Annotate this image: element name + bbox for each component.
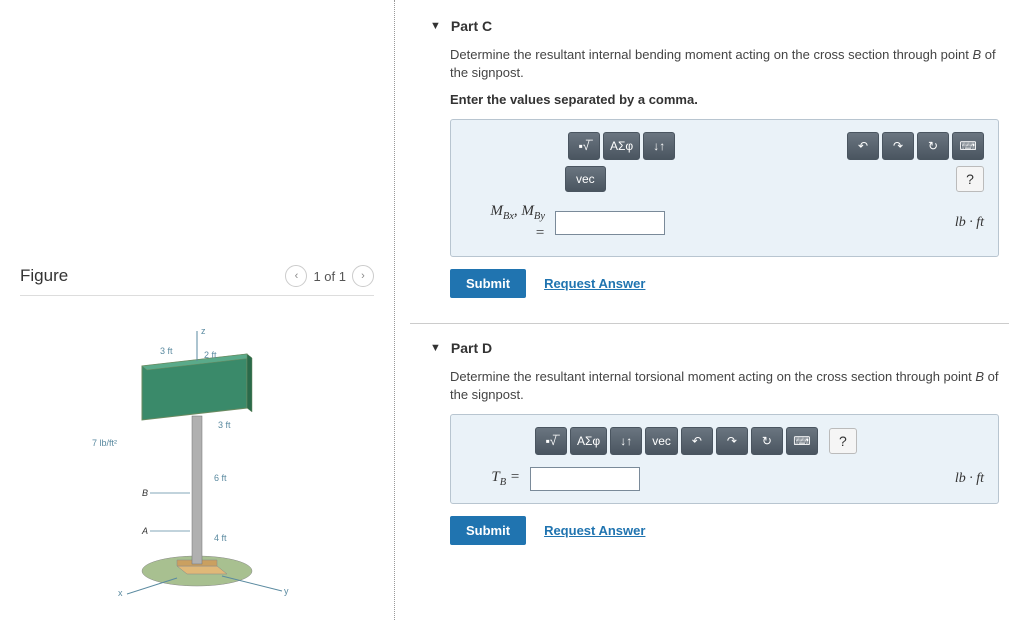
help-button[interactable]: ? bbox=[829, 428, 857, 454]
part-d-variable-label: TB = bbox=[465, 468, 520, 490]
signpost-diagram: z y x 3 ft 2 ft 3 ft 6 ft 4 ft 7 lb/ft² … bbox=[82, 316, 312, 596]
keyboard-button[interactable]: ⌨ bbox=[786, 427, 818, 455]
keyboard-button[interactable]: ⌨ bbox=[952, 132, 984, 160]
part-d-title: Part D bbox=[451, 340, 492, 356]
reset-button[interactable]: ↻ bbox=[917, 132, 949, 160]
part-c-submit-row: Submit Request Answer bbox=[450, 269, 1009, 298]
figure-title: Figure bbox=[20, 266, 68, 286]
part-d-header[interactable]: ▼ Part D bbox=[410, 332, 1009, 368]
dim-6ft: 6 ft bbox=[214, 473, 227, 483]
collapse-icon: ▼ bbox=[430, 20, 441, 32]
pager-prev-button[interactable]: ‹ bbox=[285, 265, 307, 287]
arrows-button[interactable]: ↓↑ bbox=[643, 132, 675, 160]
part-c-toolbar-row2: vec ? bbox=[465, 166, 984, 192]
templates-button[interactable]: ▪√̅ bbox=[535, 427, 567, 455]
point-B-label: B bbox=[142, 488, 148, 498]
dim-4ft: 4 ft bbox=[214, 533, 227, 543]
part-c-input-row: MBx, MBy= lb · ft bbox=[465, 202, 984, 243]
divider bbox=[410, 323, 1009, 324]
collapse-icon: ▼ bbox=[430, 342, 441, 354]
figure-panel: Figure ‹ 1 of 1 › z bbox=[0, 0, 395, 620]
undo-button[interactable]: ↶ bbox=[681, 427, 713, 455]
pager-next-button[interactable]: › bbox=[352, 265, 374, 287]
part-c-submit-button[interactable]: Submit bbox=[450, 269, 526, 298]
load-label: 7 lb/ft² bbox=[92, 438, 117, 448]
pager-text: 1 of 1 bbox=[313, 269, 346, 284]
arrows-button[interactable]: ↓↑ bbox=[610, 427, 642, 455]
part-c-unit: lb · ft bbox=[955, 215, 984, 231]
part-c-answer-box: ▪√̅ ΑΣφ ↓↑ ↶ ↷ ↻ ⌨ vec ? MBx, bbox=[450, 119, 999, 256]
greek-button[interactable]: ΑΣφ bbox=[603, 132, 640, 160]
templates-button[interactable]: ▪√̅ bbox=[568, 132, 600, 160]
part-d-answer-box: ▪√̅ ΑΣφ ↓↑ vec ↶ ↷ ↻ ⌨ ? TB = lb · ft bbox=[450, 414, 999, 504]
part-c-toolbar: ▪√̅ ΑΣφ ↓↑ ↶ ↷ ↻ ⌨ bbox=[465, 132, 984, 160]
figure-pager: ‹ 1 of 1 › bbox=[285, 265, 374, 287]
part-c-block: ▼ Part C Determine the resultant interna… bbox=[410, 10, 1009, 298]
part-d-submit-button[interactable]: Submit bbox=[450, 516, 526, 545]
main-container: Figure ‹ 1 of 1 › z bbox=[0, 0, 1024, 620]
part-c-answer-input[interactable] bbox=[555, 211, 665, 235]
part-c-request-answer-link[interactable]: Request Answer bbox=[544, 276, 645, 291]
point-A-label: A bbox=[141, 526, 148, 536]
figure-image: z y x 3 ft 2 ft 3 ft 6 ft 4 ft 7 lb/ft² … bbox=[20, 316, 374, 599]
part-d-block: ▼ Part D Determine the resultant interna… bbox=[410, 332, 1009, 545]
axis-y-label: y bbox=[284, 586, 289, 596]
vec-button[interactable]: vec bbox=[565, 166, 606, 192]
part-d-input-row: TB = lb · ft bbox=[465, 467, 984, 491]
help-button[interactable]: ? bbox=[956, 166, 984, 192]
dim-3ft-side: 3 ft bbox=[218, 420, 231, 430]
greek-button[interactable]: ΑΣφ bbox=[570, 427, 607, 455]
axis-x-label: x bbox=[118, 588, 123, 596]
dim-3ft-top: 3 ft bbox=[160, 346, 173, 356]
part-c-title: Part C bbox=[451, 18, 492, 34]
reset-button[interactable]: ↻ bbox=[751, 427, 783, 455]
vec-button[interactable]: vec bbox=[645, 427, 678, 455]
part-d-unit: lb · ft bbox=[955, 471, 984, 487]
part-c-header[interactable]: ▼ Part C bbox=[410, 10, 1009, 46]
part-c-description: Determine the resultant internal bending… bbox=[410, 46, 1009, 92]
part-c-instruction: Enter the values separated by a comma. bbox=[410, 92, 1009, 119]
part-d-toolbar: ▪√̅ ΑΣφ ↓↑ vec ↶ ↷ ↻ ⌨ ? bbox=[465, 427, 984, 455]
undo-button[interactable]: ↶ bbox=[847, 132, 879, 160]
part-c-variable-label: MBx, MBy= bbox=[465, 202, 545, 243]
axis-z-label: z bbox=[201, 326, 206, 336]
part-d-answer-input[interactable] bbox=[530, 467, 640, 491]
redo-button[interactable]: ↷ bbox=[882, 132, 914, 160]
figure-header: Figure ‹ 1 of 1 › bbox=[20, 265, 374, 296]
part-d-description: Determine the resultant internal torsion… bbox=[410, 368, 1009, 414]
part-d-submit-row: Submit Request Answer bbox=[450, 516, 1009, 545]
question-panel: ▼ Part C Determine the resultant interna… bbox=[395, 0, 1024, 620]
dim-2ft: 2 ft bbox=[204, 350, 217, 360]
part-d-request-answer-link[interactable]: Request Answer bbox=[544, 523, 645, 538]
redo-button[interactable]: ↷ bbox=[716, 427, 748, 455]
